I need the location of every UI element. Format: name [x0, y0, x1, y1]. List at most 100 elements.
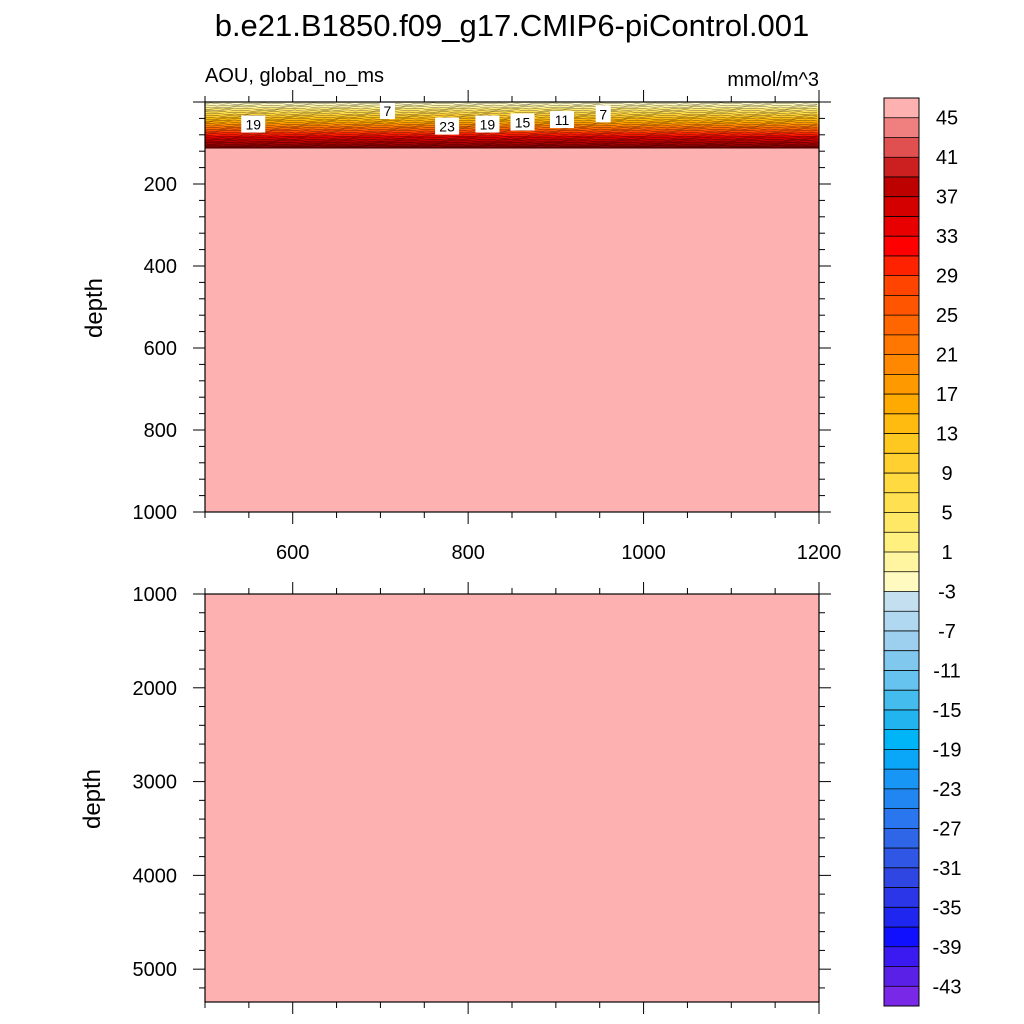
x-tick-label: 600	[276, 542, 309, 564]
colorbar-label: 33	[936, 226, 958, 248]
colorbar-swatch	[884, 137, 919, 158]
x-tick-label: 1000	[621, 542, 666, 564]
contour-label-box	[379, 102, 395, 120]
contour-label-text: 19	[480, 117, 496, 133]
surface-band	[205, 135, 819, 140]
contour-label: 7	[595, 105, 611, 123]
x-tick-label: 1200	[797, 542, 842, 564]
colorbar-label: 5	[941, 503, 952, 525]
contour-label-text: 11	[555, 112, 570, 128]
contour-line	[204, 133, 818, 136]
colorbar-swatch	[884, 236, 919, 257]
colorbar-swatch	[884, 354, 919, 375]
contour-label-text: 7	[599, 106, 607, 122]
colorbar-swatch	[884, 927, 919, 948]
colorbar-swatch	[884, 749, 919, 770]
contour-line	[204, 139, 818, 143]
bottom-panel-y-axis-label: depth	[79, 769, 106, 829]
colorbar-label: -11	[933, 660, 960, 682]
contour-label-box	[241, 115, 266, 133]
colorbar-label: 13	[936, 424, 958, 446]
deep-water-fill	[205, 594, 819, 1002]
surface-band	[205, 111, 819, 115]
colorbar-label: -23	[933, 779, 962, 801]
y-tick-label: 800	[144, 420, 177, 442]
colorbar-swatch	[884, 176, 919, 198]
contour-label: 11	[549, 111, 574, 129]
y-tick-label: 4000	[133, 865, 178, 887]
surface-band	[205, 102, 819, 106]
colorbar-swatch	[884, 157, 919, 178]
surface-band	[205, 129, 819, 134]
colorbar-swatch	[884, 453, 919, 474]
bottom-panel-plot-area	[205, 594, 819, 1002]
colorbar-swatch	[884, 986, 919, 1007]
colorbar-swatch	[884, 117, 919, 138]
surface-band	[205, 141, 819, 146]
contour-line	[204, 107, 818, 110]
colorbar-label: 21	[936, 345, 958, 367]
colorbar-swatch	[884, 196, 919, 217]
contour-line	[204, 104, 818, 107]
contour-line	[204, 143, 818, 146]
y-tick-label: 2000	[133, 678, 178, 700]
colorbar-label: 25	[936, 305, 958, 327]
colorbar-swatch	[884, 611, 919, 632]
colorbar-swatch	[884, 295, 919, 316]
contour-line	[204, 102, 818, 105]
contour-label: 19	[475, 115, 500, 133]
colorbar-label: -27	[933, 818, 962, 840]
colorbar-swatch	[884, 532, 919, 553]
contour-label-text: 19	[245, 117, 261, 133]
top-panel-axes: 200 400 600 800 1000 600 800 1000 1200	[133, 90, 842, 564]
colorbar-swatch	[884, 552, 919, 573]
bottom-panel-axes: 1000 2000 3000 4000 5000	[133, 582, 831, 1014]
contour-line	[204, 145, 818, 148]
contour-label-box	[595, 105, 611, 123]
y-tick-label: 3000	[133, 772, 178, 794]
colorbar-label: -35	[933, 897, 962, 919]
colorbar-label: -43	[933, 976, 962, 998]
colorbar-swatch	[884, 315, 919, 336]
colorbar-swatch	[884, 98, 919, 119]
contour-label-text: 15	[515, 115, 531, 131]
contour-label: 7	[379, 102, 395, 120]
colorbar-swatch	[884, 275, 919, 296]
contour-label-box	[475, 115, 500, 133]
colorbar-swatch	[884, 808, 919, 829]
contour-line	[204, 111, 818, 114]
top-panel-plot-area: 19 7 23 19 15 11 7	[204, 102, 819, 512]
colorbar-label: -39	[933, 937, 962, 959]
colorbar-swatch	[884, 867, 919, 888]
contour-label: 23	[435, 117, 460, 135]
colorbar-swatch	[884, 591, 919, 612]
colorbar-swatch	[884, 630, 919, 652]
colorbar-swatch	[884, 670, 919, 691]
colorbar-swatch	[884, 966, 919, 987]
colorbar-label: 17	[936, 384, 958, 406]
colorbar-swatch	[884, 729, 919, 750]
y-tick-label: 1000	[133, 584, 178, 606]
colorbar-swatch	[884, 769, 919, 790]
colorbar-label: -7	[938, 621, 956, 643]
colorbar-label: 45	[936, 108, 958, 130]
y-tick-label: 400	[144, 256, 177, 278]
contour-label-text: 23	[439, 119, 455, 135]
colorbar-swatch	[884, 473, 919, 494]
colorbar-swatch	[884, 433, 919, 454]
top-panel-subtitle-right: mmol/m^3	[727, 69, 819, 91]
contour-label-text: 7	[384, 103, 392, 119]
contour-label-box	[435, 117, 460, 135]
contour-label: 15	[510, 113, 535, 131]
contour-line	[204, 131, 818, 134]
contour-line	[204, 141, 818, 144]
colorbar-swatch	[884, 413, 919, 434]
contour-label-box	[549, 111, 574, 129]
colorbar-label: 9	[941, 463, 952, 485]
contour-line	[204, 109, 818, 112]
colorbar-swatch	[884, 828, 919, 849]
contour-label-box	[510, 113, 535, 131]
colorbar-swatch	[884, 571, 919, 592]
